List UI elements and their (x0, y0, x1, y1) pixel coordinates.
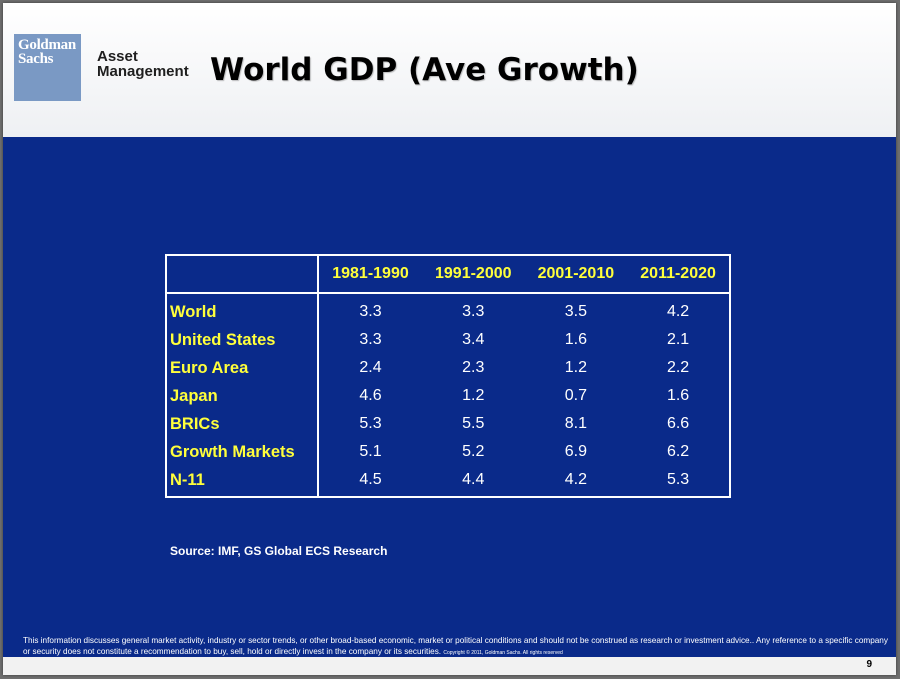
gdp-growth-table: 1981-1990 1991-2000 2001-2010 2011-2020 … (165, 254, 731, 498)
table-cell: 5.2 (462, 443, 485, 460)
table-row: BRICs 5.3 5.5 8.1 6.6 (166, 410, 730, 438)
logo-line-2: Sachs (18, 51, 54, 67)
table-row: United States 3.3 3.4 1.6 2.1 (166, 326, 730, 354)
table-cell: 2.1 (666, 331, 690, 348)
disclaimer-text: This information discusses general marke… (23, 635, 893, 659)
disclaimer-line-1: This information discusses general marke… (23, 636, 888, 645)
table-cell: 3.5 (564, 303, 587, 320)
table-cell: 3.3 (462, 303, 485, 320)
asset-management-wordmark: Asset Management (97, 49, 189, 79)
content-area: 1981-1990 1991-2000 2001-2010 2011-2020 … (3, 137, 896, 657)
table-cell: 6.6 (666, 415, 690, 432)
slide-title: World GDP (Ave Growth) (210, 52, 639, 88)
page-number: 9 (866, 659, 872, 670)
row-label: BRICs (166, 410, 319, 438)
table-cell: 5.3 (359, 415, 382, 432)
slide-footer: 9 (3, 657, 896, 675)
table-cell: 6.9 (564, 443, 587, 460)
table-header-row: 1981-1990 1991-2000 2001-2010 2011-2020 (166, 255, 730, 294)
row-label: World (166, 293, 319, 326)
source-note: Source: IMF, GS Global ECS Research (170, 544, 388, 558)
table-row: Growth Markets 5.1 5.2 6.9 6.2 (166, 438, 730, 466)
table-cell: 4.2 (564, 471, 587, 488)
logo-line-1: Goldman (18, 37, 76, 53)
table-cell: 4.5 (359, 471, 382, 488)
brand-line-1: Asset (97, 48, 138, 65)
table-cell: 2.4 (359, 359, 382, 376)
table-row: Euro Area 2.4 2.3 1.2 2.2 (166, 354, 730, 382)
disclaimer-line-2-text: or security does not constitute a recomm… (23, 647, 442, 656)
row-label: N-11 (166, 466, 319, 497)
row-label: United States (166, 326, 319, 354)
table-cell: 3.3 (359, 331, 382, 348)
row-label: Japan (166, 382, 319, 410)
column-header: 1981-1990 (318, 255, 422, 294)
column-header: 1991-2000 (421, 255, 525, 294)
copyright-notice: Copyright © 2011, Goldman Sachs. All rig… (443, 650, 563, 656)
table-cell: 0.7 (564, 387, 587, 404)
table-cell: 2.2 (666, 359, 690, 376)
table-cell: 5.3 (666, 471, 690, 488)
column-header: 2001-2010 (524, 255, 628, 294)
table-cell: 1.6 (564, 331, 587, 348)
table-cell: 1.6 (666, 387, 690, 404)
table-cell: 3.4 (462, 331, 485, 348)
table-cell: 4.4 (462, 471, 485, 488)
slide: Goldman Sachs Asset Management World GDP… (3, 3, 896, 675)
table-cell: 1.2 (564, 359, 587, 376)
slide-header: Goldman Sachs Asset Management World GDP… (3, 3, 896, 137)
disclaimer-line-2: or security does not constitute a recomm… (23, 646, 893, 659)
table-cell: 3.3 (359, 303, 382, 320)
table-cell: 5.5 (462, 415, 485, 432)
brand-line-2: Management (97, 63, 189, 80)
table-cell: 1.2 (462, 387, 485, 404)
table-cell: 8.1 (564, 415, 587, 432)
table-row: World 3.3 3.3 3.5 4.2 (166, 293, 730, 326)
table-cell: 2.3 (462, 359, 485, 376)
column-header: 2011-2020 (627, 255, 730, 294)
table-cell: 4.6 (359, 387, 382, 404)
row-label: Euro Area (166, 354, 319, 382)
table-row: Japan 4.6 1.2 0.7 1.6 (166, 382, 730, 410)
table-corner-cell (166, 255, 319, 294)
table-cell: 5.1 (359, 443, 382, 460)
table-row: N-11 4.5 4.4 4.2 5.3 (166, 466, 730, 497)
row-label: Growth Markets (166, 438, 319, 466)
goldman-sachs-logo: Goldman Sachs (14, 34, 81, 101)
table-cell: 4.2 (666, 303, 690, 320)
table-cell: 6.2 (666, 443, 690, 460)
